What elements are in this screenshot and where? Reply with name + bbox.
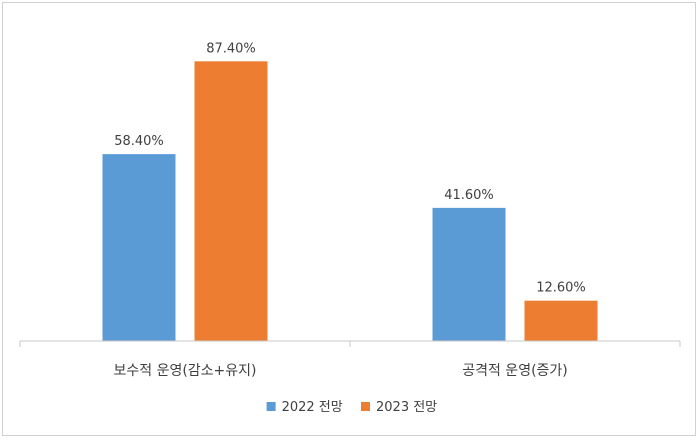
bar-2023-aggressive xyxy=(524,300,598,341)
bar-2022-conservative xyxy=(102,154,176,341)
legend-swatch xyxy=(266,402,276,411)
data-label: 58.40% xyxy=(114,134,164,149)
category-label: 보수적 운영(감소+유지) xyxy=(113,363,256,379)
bar-2023-conservative xyxy=(194,61,268,341)
bars-group xyxy=(102,61,598,341)
category-label: 공격적 운영(증가) xyxy=(462,363,568,379)
value-labels-group: 58.40% 87.40% 41.60% 12.60% xyxy=(114,41,586,295)
x-axis-ticks xyxy=(19,341,681,347)
category-labels-group: 보수적 운영(감소+유지) 공격적 운영(증가) xyxy=(113,363,567,379)
data-label: 12.60% xyxy=(536,281,586,296)
legend-label: 2023 전망 xyxy=(376,400,437,415)
data-label: 41.60% xyxy=(444,188,494,203)
legend-label: 2022 전망 xyxy=(282,400,343,415)
data-label: 87.40% xyxy=(206,41,256,56)
bar-2022-aggressive xyxy=(432,207,506,341)
legend: 2022 전망 2023 전망 xyxy=(266,400,437,415)
legend-swatch xyxy=(361,402,370,411)
